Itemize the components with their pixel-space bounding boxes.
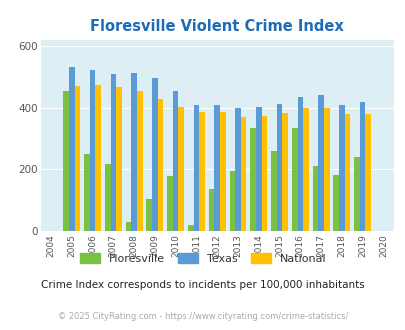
Bar	[234, 108, 240, 231]
Bar	[303, 108, 308, 231]
Bar	[250, 128, 255, 231]
Bar	[95, 85, 101, 231]
Bar	[359, 102, 364, 231]
Bar	[281, 113, 287, 231]
Bar	[126, 222, 131, 231]
Bar	[364, 114, 370, 231]
Bar	[110, 74, 116, 231]
Bar	[136, 90, 142, 231]
Bar	[178, 107, 183, 231]
Bar	[146, 199, 152, 231]
Text: © 2025 CityRating.com - https://www.cityrating.com/crime-statistics/: © 2025 CityRating.com - https://www.city…	[58, 312, 347, 321]
Bar	[344, 114, 350, 231]
Bar	[208, 189, 214, 231]
Bar	[84, 154, 90, 231]
Bar	[333, 175, 338, 231]
Bar	[104, 164, 110, 231]
Text: Crime Index corresponds to incidents per 100,000 inhabitants: Crime Index corresponds to incidents per…	[41, 280, 364, 290]
Bar	[312, 166, 318, 231]
Bar	[338, 105, 344, 231]
Bar	[193, 105, 199, 231]
Bar	[167, 176, 173, 231]
Bar	[271, 151, 276, 231]
Bar	[131, 73, 136, 231]
Bar	[255, 107, 261, 231]
Bar	[75, 86, 80, 231]
Bar	[188, 225, 193, 231]
Bar	[220, 112, 225, 231]
Bar	[152, 78, 157, 231]
Bar	[318, 95, 323, 231]
Title: Floresville Violent Crime Index: Floresville Violent Crime Index	[90, 19, 343, 34]
Bar	[276, 104, 281, 231]
Bar	[229, 171, 234, 231]
Bar	[297, 97, 303, 231]
Bar	[157, 99, 163, 231]
Bar	[116, 87, 121, 231]
Bar	[240, 117, 246, 231]
Bar	[90, 71, 95, 231]
Bar	[214, 105, 220, 231]
Bar	[69, 67, 75, 231]
Bar	[173, 91, 178, 231]
Legend: Floresville, Texas, National: Floresville, Texas, National	[75, 248, 330, 268]
Bar	[261, 116, 266, 231]
Bar	[291, 128, 297, 231]
Bar	[199, 112, 205, 231]
Bar	[354, 157, 359, 231]
Bar	[63, 90, 69, 231]
Bar	[323, 109, 329, 231]
